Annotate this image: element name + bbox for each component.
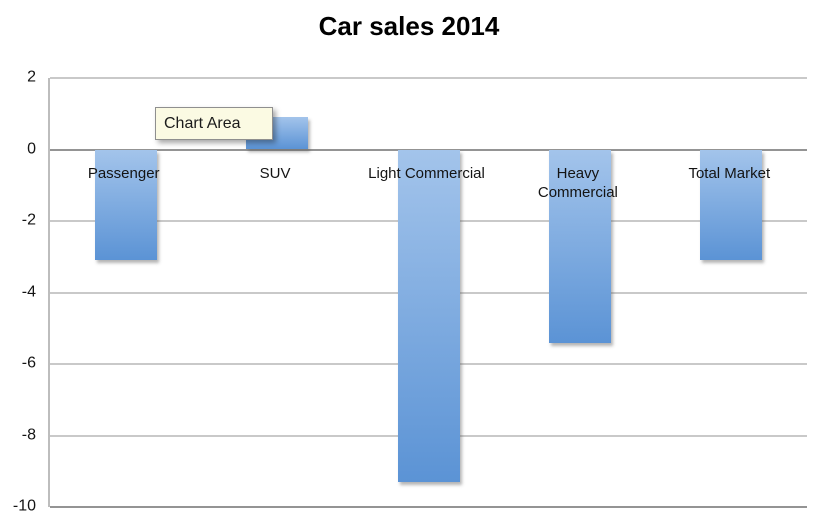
bar-passenger[interactable] [94, 149, 157, 261]
gridline [50, 506, 807, 508]
bar-total-market[interactable] [700, 149, 763, 261]
category-label-light-commercial: Light Commercial [368, 164, 485, 182]
y-axis-tick-label: -8 [21, 426, 36, 444]
y-axis-tick-label: 0 [27, 140, 36, 158]
category-label-passenger: Passenger [87, 164, 160, 182]
tooltip-label: Chart Area [164, 114, 241, 132]
y-axis-tick-label: 2 [27, 68, 36, 86]
chart-title[interactable]: Car sales 2014 [318, 11, 500, 41]
gridline [50, 77, 807, 79]
category-label-suv: SUV [259, 164, 291, 182]
y-axis-tick-label: -10 [12, 497, 36, 515]
y-axis-tick-label: -6 [21, 354, 36, 372]
category-label-heavy-commercial: Heavy Commercial [537, 164, 618, 201]
bar-light-commercial[interactable] [397, 149, 460, 482]
y-axis-tick-label: -4 [21, 283, 36, 301]
y-axis-tick-label: -2 [21, 211, 36, 229]
plot-area[interactable] [48, 77, 807, 508]
category-label-total-market: Total Market [688, 164, 771, 182]
bar-heavy-commercial[interactable] [548, 149, 611, 343]
chart-area-tooltip: Chart Area [155, 107, 273, 140]
